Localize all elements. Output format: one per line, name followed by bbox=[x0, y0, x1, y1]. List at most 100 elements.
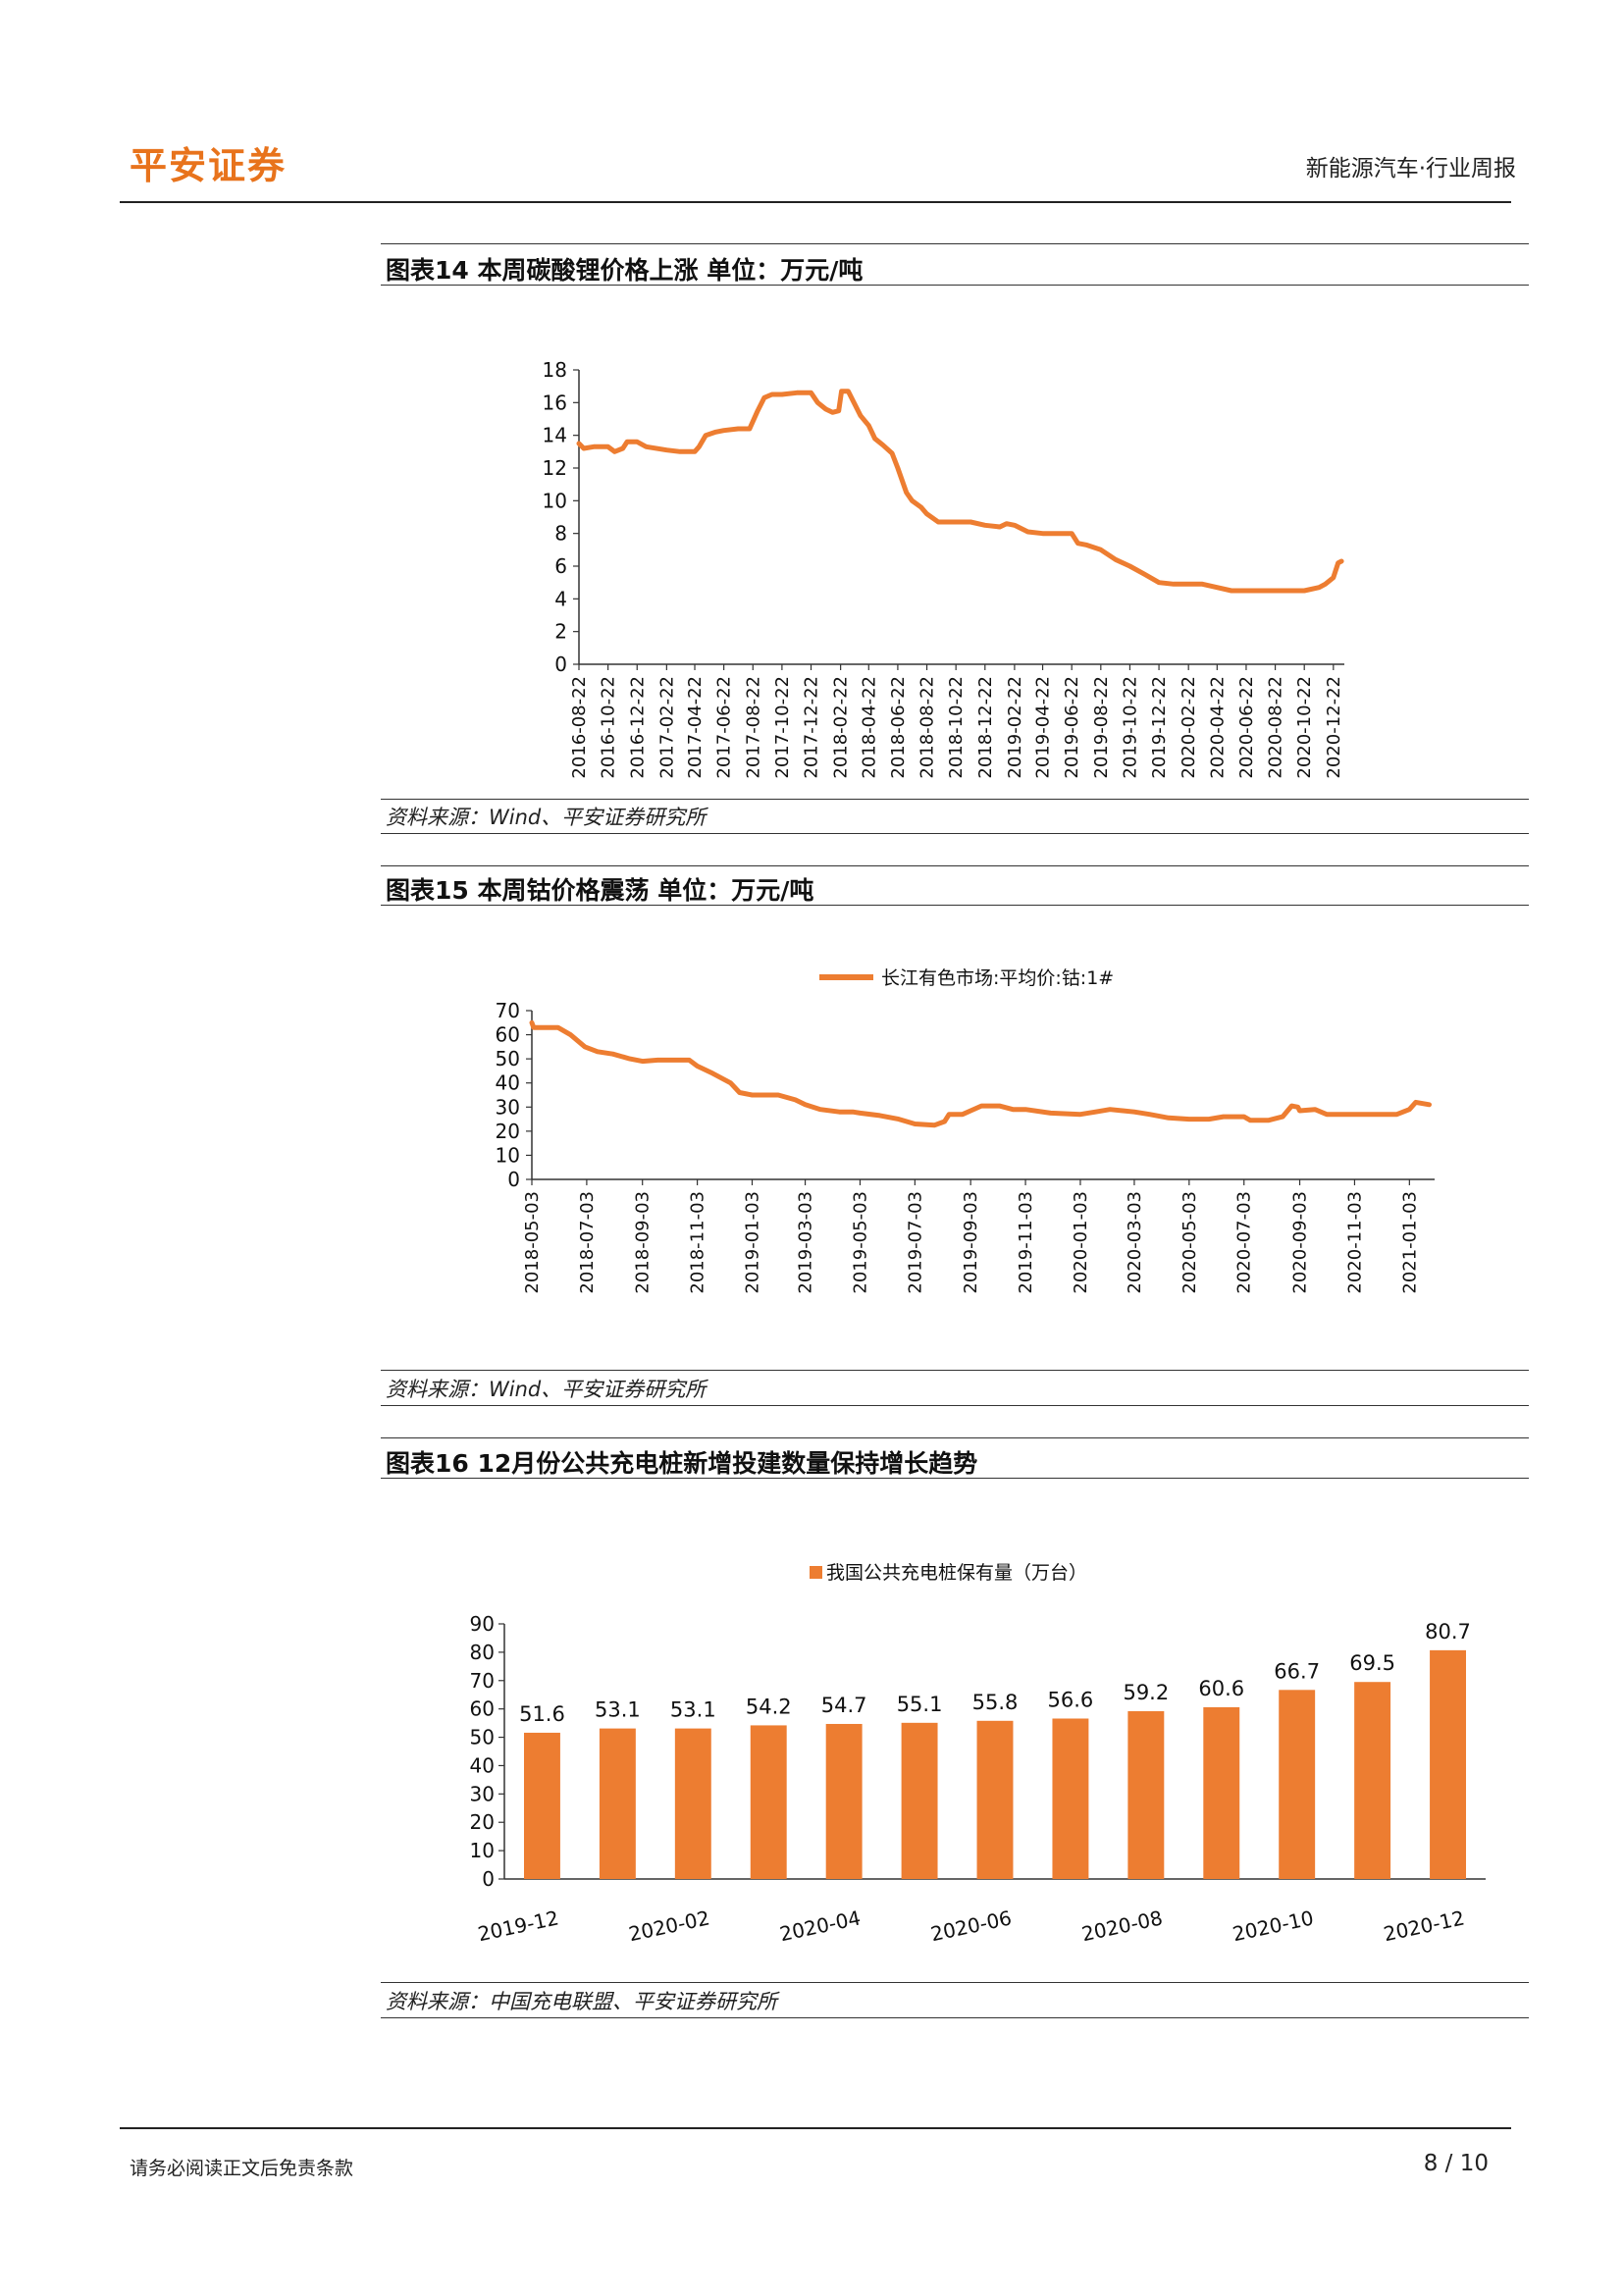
lithium-y-tick-label: 6 bbox=[554, 554, 567, 578]
lithium-x-tick-label: 2019-04-22 bbox=[1033, 676, 1054, 779]
lithium-y-tick-label: 18 bbox=[543, 358, 567, 382]
lithium-y-tick-label: 8 bbox=[554, 522, 567, 546]
cobalt-y-tick-label: 60 bbox=[496, 1023, 520, 1047]
bar-y-tick-label: 40 bbox=[470, 1753, 495, 1777]
bar-data-label: 53.1 bbox=[670, 1698, 716, 1722]
figure-15-source: 资料来源：Wind、平安证券研究所 bbox=[386, 1378, 707, 1401]
cobalt-x-tick-label: 2019-03-03 bbox=[796, 1191, 816, 1294]
figure-14-source: 资料来源：Wind、平安证券研究所 bbox=[386, 806, 707, 829]
bar bbox=[524, 1732, 560, 1879]
figure-14-top-rule bbox=[381, 243, 1529, 244]
bar-data-label: 80.7 bbox=[1425, 1620, 1471, 1644]
cobalt-y-tick-label: 0 bbox=[507, 1168, 520, 1191]
lithium-x-tick-label: 2019-08-22 bbox=[1091, 676, 1112, 779]
lithium-x-tick-label: 2019-12-22 bbox=[1149, 676, 1170, 779]
lithium-x-tick-label: 2018-10-22 bbox=[946, 676, 967, 779]
bar-y-tick-label: 20 bbox=[470, 1810, 495, 1834]
bar bbox=[1354, 1682, 1391, 1879]
lithium-x-tick-label: 2016-08-22 bbox=[569, 676, 590, 779]
bar bbox=[901, 1722, 938, 1879]
lithium-y-tick-label: 4 bbox=[554, 587, 567, 610]
lithium-x-tick-label: 2020-06-22 bbox=[1236, 676, 1257, 779]
header-divider bbox=[120, 201, 1511, 203]
bar-data-label: 59.2 bbox=[1123, 1681, 1169, 1704]
lithium-y-tick-label: 12 bbox=[543, 456, 567, 480]
lithium-y-tick-label: 10 bbox=[543, 489, 567, 512]
bar-x-tick-label: 2020-04 bbox=[777, 1905, 863, 1946]
cobalt-y-tick-label: 20 bbox=[496, 1120, 520, 1143]
lithium-x-tick-label: 2017-02-22 bbox=[656, 676, 677, 779]
cobalt-x-tick-label: 2020-09-03 bbox=[1290, 1191, 1311, 1294]
cobalt-x-tick-label: 2019-07-03 bbox=[905, 1191, 925, 1294]
cobalt-y-tick-label: 40 bbox=[496, 1071, 520, 1095]
bar-legend-label: 我国公共充电桩保有量（万台） bbox=[826, 1562, 1087, 1584]
cobalt-x-tick-label: 2020-05-03 bbox=[1179, 1191, 1200, 1294]
lithium-x-tick-label: 2017-04-22 bbox=[685, 676, 706, 779]
lithium-x-tick-label: 2019-02-22 bbox=[1005, 676, 1025, 779]
lithium-y-tick-label: 0 bbox=[554, 652, 567, 676]
bar-data-label: 54.7 bbox=[821, 1694, 867, 1717]
company-logo: 平安证券 bbox=[130, 144, 288, 187]
cobalt-x-tick-label: 2018-09-03 bbox=[633, 1191, 654, 1294]
report-title: 新能源汽车·行业周报 bbox=[1305, 156, 1516, 182]
footer-divider bbox=[120, 2127, 1511, 2129]
lithium-x-tick-label: 2017-06-22 bbox=[714, 676, 735, 779]
figure-16-source: 资料来源：中国充电联盟、平安证券研究所 bbox=[386, 1990, 777, 2013]
bar-y-tick-label: 70 bbox=[470, 1669, 495, 1693]
bar bbox=[674, 1728, 711, 1879]
bar bbox=[825, 1723, 863, 1879]
cobalt-legend-label: 长江有色市场:平均价:钴:1# bbox=[881, 967, 1114, 989]
cobalt-x-tick-label: 2020-07-03 bbox=[1234, 1191, 1255, 1294]
bar-y-tick-label: 80 bbox=[470, 1641, 495, 1664]
bar bbox=[1430, 1649, 1466, 1879]
figure-14-title: 图表14 本周碳酸锂价格上涨 单位：万元/吨 bbox=[386, 256, 864, 285]
bar-y-tick-label: 90 bbox=[470, 1612, 495, 1636]
bar bbox=[1279, 1690, 1316, 1879]
bar-x-tick-label: 2019-12 bbox=[476, 1905, 561, 1946]
bar-y-tick-label: 10 bbox=[470, 1839, 495, 1862]
lithium-x-tick-label: 2020-08-22 bbox=[1266, 676, 1286, 779]
bar-data-label: 56.6 bbox=[1048, 1688, 1094, 1711]
lithium-y-tick-label: 14 bbox=[543, 424, 567, 447]
figure-14-title-rule bbox=[381, 285, 1529, 286]
figure-16-source-rule bbox=[381, 1982, 1529, 1983]
lithium-x-tick-label: 2017-12-22 bbox=[802, 676, 822, 779]
bar-data-label: 55.1 bbox=[897, 1693, 943, 1716]
figure-15-title-rule bbox=[381, 905, 1529, 906]
bar-y-tick-label: 60 bbox=[470, 1697, 495, 1721]
cobalt-x-tick-label: 2019-05-03 bbox=[850, 1191, 870, 1294]
bar-x-tick-label: 2020-12 bbox=[1382, 1905, 1467, 1946]
bar-data-label: 69.5 bbox=[1349, 1651, 1395, 1675]
bar-data-label: 55.8 bbox=[972, 1691, 1019, 1714]
lithium-x-tick-label: 2019-10-22 bbox=[1120, 676, 1140, 779]
cobalt-x-tick-label: 2020-11-03 bbox=[1344, 1191, 1365, 1294]
bar-legend-swatch bbox=[810, 1566, 822, 1579]
bar-y-tick-label: 30 bbox=[470, 1782, 495, 1805]
bar-data-label: 66.7 bbox=[1274, 1659, 1320, 1683]
bar-x-tick-label: 2020-06 bbox=[928, 1905, 1014, 1946]
lithium-x-tick-label: 2017-08-22 bbox=[743, 676, 763, 779]
bar-data-label: 54.2 bbox=[746, 1695, 792, 1718]
figure-16-title-rule bbox=[381, 1478, 1529, 1479]
cobalt-y-tick-label: 30 bbox=[496, 1095, 520, 1119]
bar-data-label: 51.6 bbox=[519, 1702, 565, 1726]
lithium-x-tick-label: 2020-04-22 bbox=[1207, 676, 1228, 779]
figure-16-bottom-rule bbox=[381, 2017, 1529, 2018]
lithium-x-tick-label: 2020-02-22 bbox=[1179, 676, 1199, 779]
lithium-x-tick-label: 2020-12-22 bbox=[1324, 676, 1344, 779]
cobalt-x-tick-label: 2019-11-03 bbox=[1016, 1191, 1036, 1294]
cobalt-x-tick-label: 2019-09-03 bbox=[961, 1191, 981, 1294]
bar bbox=[1052, 1718, 1089, 1879]
cobalt-x-tick-label: 2018-07-03 bbox=[577, 1191, 598, 1294]
lithium-series-line bbox=[576, 389, 1344, 594]
cobalt-x-tick-label: 2018-11-03 bbox=[688, 1191, 708, 1294]
figure-15-top-rule bbox=[381, 865, 1529, 866]
figure-16-title: 图表16 12月份公共充电桩新增投建数量保持增长趋势 bbox=[386, 1449, 978, 1478]
lithium-x-tick-label: 2018-08-22 bbox=[917, 676, 938, 779]
bar-data-label: 60.6 bbox=[1198, 1677, 1244, 1700]
lithium-y-tick-label: 16 bbox=[543, 391, 567, 414]
cobalt-y-tick-label: 10 bbox=[496, 1143, 520, 1167]
bar-y-tick-label: 0 bbox=[482, 1867, 495, 1891]
lithium-x-tick-label: 2018-12-22 bbox=[975, 676, 996, 779]
